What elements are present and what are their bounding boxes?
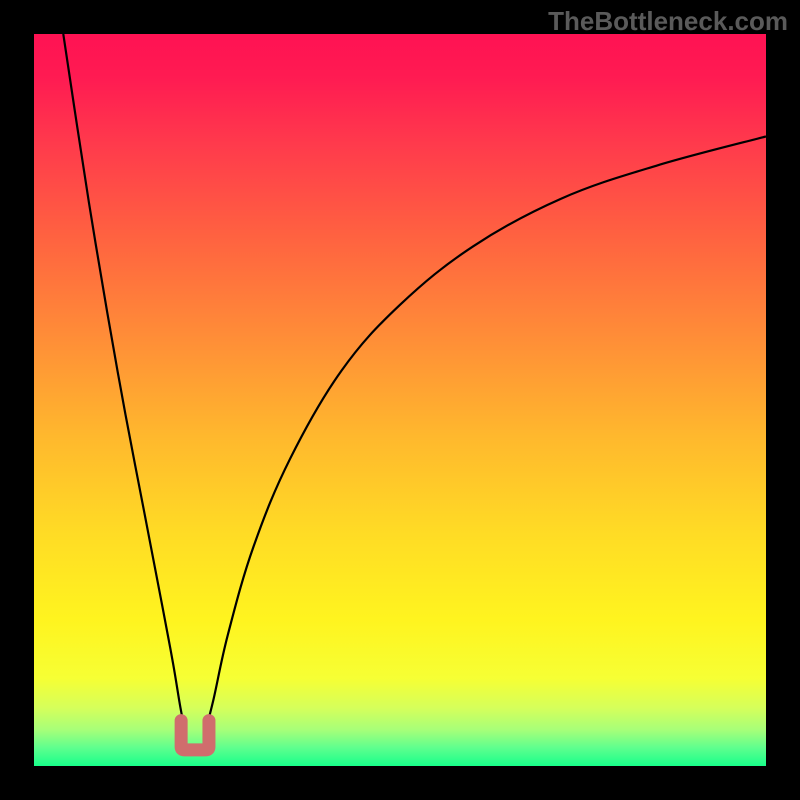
chart-svg — [34, 34, 766, 766]
figure-canvas: TheBottleneck.com — [0, 0, 800, 800]
chart-background — [34, 34, 766, 766]
plot-area — [34, 34, 766, 766]
watermark-text: TheBottleneck.com — [548, 6, 788, 37]
